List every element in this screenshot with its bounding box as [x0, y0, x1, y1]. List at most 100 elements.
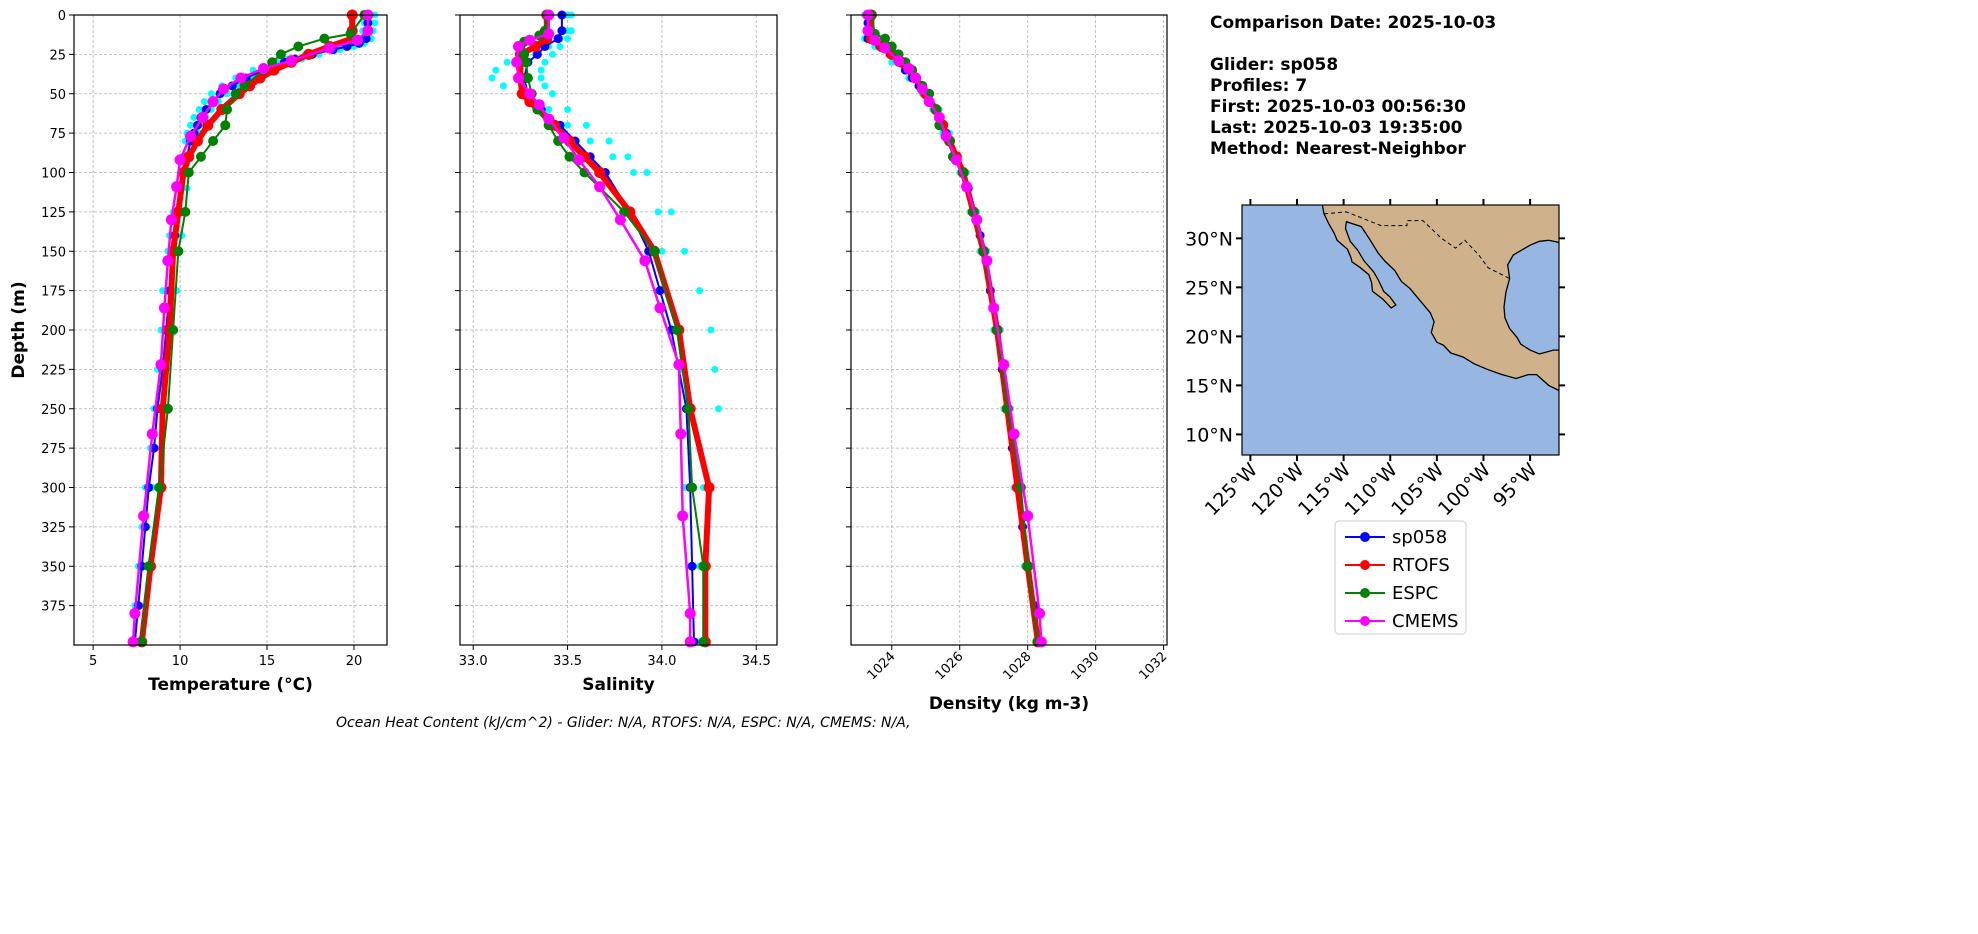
series-point-rtofs: [594, 167, 606, 178]
glider-cast-point: [371, 19, 379, 27]
y-tick-label: 50: [49, 88, 66, 103]
series-point-cmems: [351, 34, 363, 46]
series-point-cmems: [258, 63, 270, 75]
series-point-rtofs: [516, 88, 528, 100]
series-point-rtofs: [703, 482, 715, 493]
y-tick-label: 0: [58, 9, 66, 24]
series-point-cmems: [129, 608, 141, 619]
glider-cast-point: [624, 153, 632, 161]
series-point-cmems: [1022, 510, 1034, 522]
x-tick-label: 1024: [865, 649, 899, 683]
series-point-espc: [208, 136, 219, 146]
series-point-cmems: [218, 83, 230, 95]
series-point-sp058: [361, 34, 371, 44]
glider-cast-point: [499, 82, 507, 90]
series-point-sp058: [655, 286, 665, 296]
series-point-cmems: [158, 302, 170, 314]
series-point-espc: [230, 88, 241, 99]
glider-cast-point: [207, 90, 215, 98]
series-line-espc: [870, 14, 1039, 643]
legend: sp058 RTOFS ESPC CMEMS: [1334, 520, 1467, 635]
glider-cast-point: [658, 247, 666, 255]
series-point-cmems: [362, 25, 374, 37]
series-point-cmems: [165, 214, 177, 226]
legend-marker-icon: [1360, 588, 1370, 598]
series-line-cmems: [866, 15, 1043, 642]
glider-cast-point: [564, 35, 572, 43]
map-lat-label: 10°N: [1185, 424, 1233, 446]
series-point-espc: [173, 246, 184, 257]
series-point-cmems: [162, 255, 174, 267]
map-lat-label: 30°N: [1185, 228, 1233, 250]
panel-1: 33.0 33.5 34.0 34.5 Salinity: [455, 9, 778, 695]
series-point-cmems: [573, 154, 585, 166]
series-point-cmems: [1034, 608, 1046, 619]
glider-cast-point: [696, 287, 704, 295]
x-axis-label: Salinity: [582, 675, 655, 695]
map-lon-label: 95°W: [1489, 459, 1542, 512]
series-point-sp058: [687, 561, 697, 571]
glider-cast-point: [654, 208, 662, 216]
series-point-cmems: [197, 111, 209, 123]
series-point-cmems: [673, 359, 685, 371]
ohc-footer: Ocean Heat Content (kJ/cm^2) - Glider: N…: [336, 715, 911, 731]
legend-marker-icon: [1360, 616, 1370, 626]
series-point-espc: [698, 636, 709, 647]
series-point-espc: [168, 325, 179, 335]
series-point-cmems: [171, 181, 183, 193]
series-point-cmems: [614, 214, 626, 226]
map-land: [1321, 205, 1559, 392]
axes-frame: [73, 14, 388, 646]
series-point-espc: [275, 49, 286, 60]
glider-cast-point: [586, 137, 594, 145]
x-tick-label: 5: [89, 654, 97, 669]
series-point-espc: [521, 57, 532, 68]
x-tick-label: 1028: [1001, 649, 1035, 683]
legend-label: RTOFS: [1392, 555, 1450, 576]
location-map: 30°N25°N20°N15°N10°N125°W120°W115°W110°W…: [1185, 199, 1565, 520]
series-point-cmems: [512, 41, 524, 52]
series-point-cmems: [594, 181, 606, 193]
series-point-sp058: [553, 34, 563, 44]
info-line: Comparison Date: 2025-10-03: [1210, 13, 1496, 33]
info-line: Method: Nearest-Neighbor: [1210, 139, 1466, 159]
series-point-cmems: [155, 359, 167, 371]
map-lat-label: 25°N: [1185, 277, 1233, 299]
series-point-cmems: [981, 255, 993, 267]
glider-cast-point: [564, 106, 572, 113]
series-point-rtofs: [202, 119, 214, 131]
series-point-cmems: [910, 72, 922, 84]
series-point-espc: [1022, 561, 1033, 572]
glider-cast-point: [605, 137, 613, 145]
series-point-espc: [879, 33, 890, 44]
series-point-espc: [222, 104, 233, 115]
series-point-cmems: [933, 111, 945, 123]
series-point-espc: [183, 167, 194, 178]
glider-cast-point: [582, 121, 590, 129]
axes-frame: [850, 14, 1168, 646]
series-point-espc: [319, 33, 330, 44]
series-point-cmems: [971, 214, 983, 226]
info-line: First: 2025-10-03 00:56:30: [1210, 97, 1466, 117]
x-tick-label: 33.0: [459, 654, 488, 669]
series-point-espc: [293, 41, 304, 52]
legend-item-espc: ESPC: [1345, 583, 1438, 604]
legend-label: sp058: [1392, 527, 1447, 548]
series-point-espc: [143, 561, 154, 572]
glider-cast-point: [643, 169, 651, 176]
glider-cast-point: [541, 82, 549, 90]
series-point-espc: [162, 403, 173, 414]
series-point-cmems: [684, 608, 696, 619]
series-point-cmems: [543, 113, 555, 125]
y-tick-label: 275: [41, 442, 66, 457]
glider-cast-point: [190, 113, 198, 121]
series-point-espc: [522, 73, 533, 83]
x-tick-label: 10: [172, 654, 189, 669]
series-point-espc: [619, 206, 630, 217]
glider-cast-point: [195, 106, 203, 113]
glider-cast-point: [715, 405, 723, 413]
series-point-espc: [519, 49, 530, 60]
series-point-cmems: [324, 42, 336, 54]
series-point-cmems: [524, 34, 536, 46]
